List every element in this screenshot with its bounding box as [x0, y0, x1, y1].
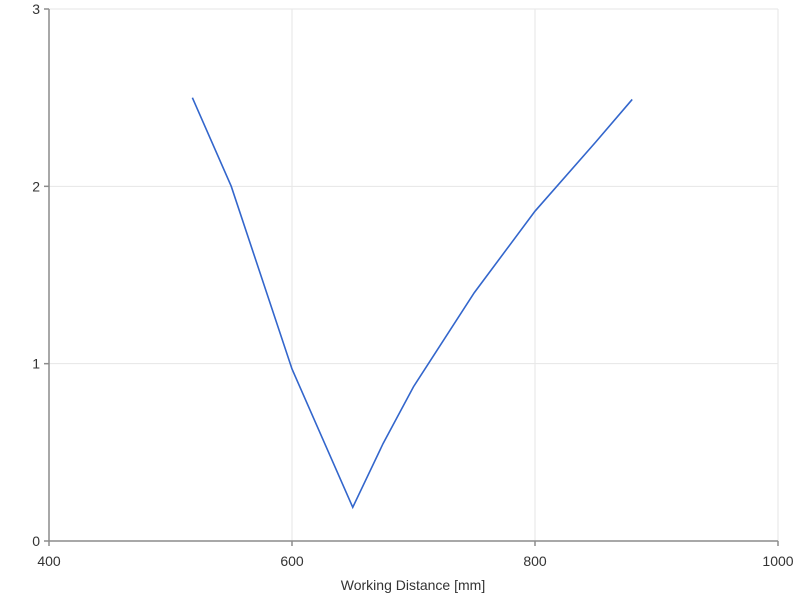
- x-tick-label: 1000: [762, 553, 793, 569]
- line-series: [191, 97, 633, 510]
- y-tick-label: 2: [32, 178, 40, 194]
- y-tick-label: 0: [32, 533, 40, 549]
- x-tick-label: 400: [37, 553, 61, 569]
- x-axis-title: Working Distance [mm]: [341, 577, 485, 593]
- y-tick-label: 3: [32, 1, 40, 17]
- y-tick-label: 1: [32, 356, 40, 372]
- x-tick-label: 800: [523, 553, 547, 569]
- x-tick-label: 600: [280, 553, 304, 569]
